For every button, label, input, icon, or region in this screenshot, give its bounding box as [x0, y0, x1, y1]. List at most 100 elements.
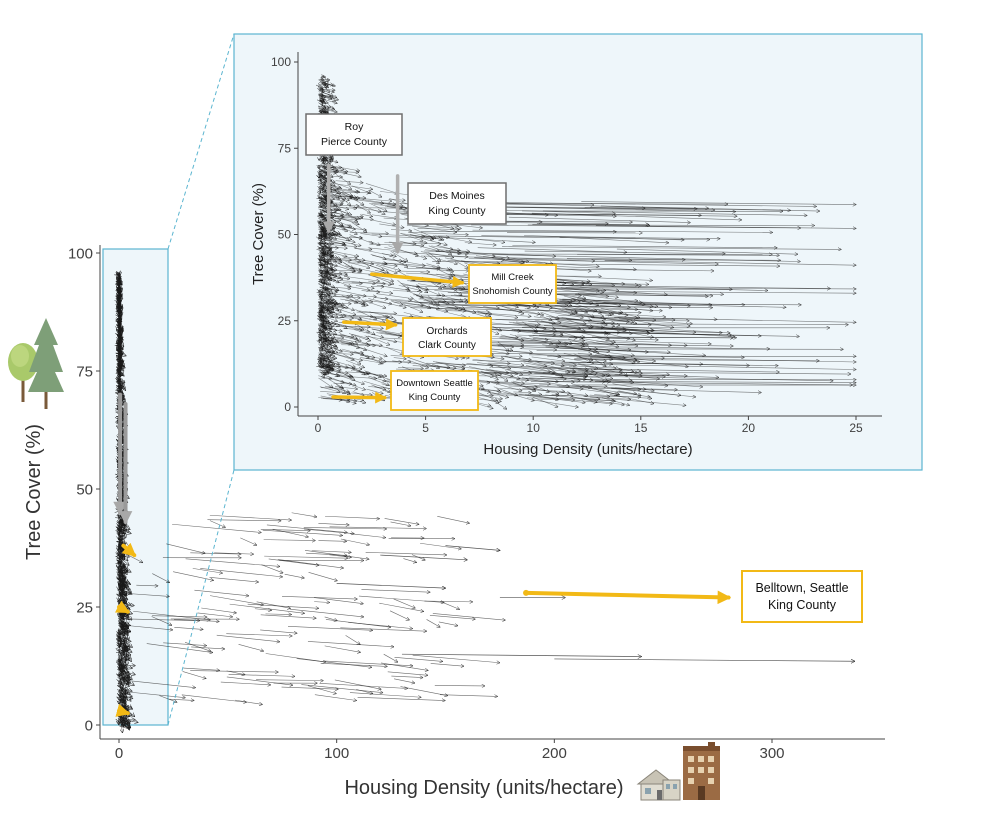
change-arrow: [220, 681, 271, 685]
change-arrow: [185, 558, 280, 567]
change-arrow: [121, 674, 122, 675]
change-arrow: [287, 625, 373, 630]
change-arrow: [394, 657, 442, 661]
change-arrow: [119, 556, 121, 557]
main-x-ticks: 0 100 200 300: [115, 739, 785, 762]
change-arrow: [121, 725, 124, 727]
change-arrow: [247, 603, 319, 608]
callout-orchards: Orchards Clark County: [402, 317, 492, 357]
change-arrow: [194, 589, 248, 596]
change-arrow: [169, 699, 194, 700]
y-tick-label: 75: [278, 141, 292, 155]
zoom-connector-top: [167, 33, 235, 250]
change-arrow: [329, 554, 351, 557]
y-tick-label: 50: [278, 228, 292, 242]
change-arrow: [420, 542, 461, 549]
main-x-axis-label: Housing Density (units/hectare): [344, 777, 623, 799]
change-arrow: [349, 692, 421, 698]
change-arrow: [119, 308, 120, 318]
change-arrow: [118, 323, 120, 330]
change-arrow: [323, 250, 346, 256]
change-arrow: [240, 537, 256, 545]
change-arrow: [318, 292, 330, 293]
highlight-arrow-mill-creek-snohomish: [121, 542, 137, 558]
callout-roy: Roy Pierce County: [305, 113, 403, 156]
change-arrow: [260, 529, 310, 530]
highlight-arrow-belltown-seattle-king: [524, 590, 732, 605]
change-arrow: [118, 632, 121, 633]
change-arrow: [146, 643, 213, 653]
y-tick-label: 0: [284, 400, 291, 414]
change-arrow: [318, 541, 346, 542]
highlight-arrow-orchards-clark: [114, 600, 131, 614]
change-arrow: [350, 533, 386, 538]
change-arrow: [119, 661, 121, 662]
callout-downtown-seattle-subtitle: King County: [409, 392, 461, 403]
change-arrow: [361, 589, 430, 592]
change-arrow: [123, 645, 127, 647]
change-arrow: [121, 612, 122, 621]
change-arrow: [125, 689, 132, 691]
change-arrow: [403, 558, 416, 563]
change-arrow: [192, 568, 223, 573]
change-arrow: [172, 523, 261, 532]
change-arrow: [254, 609, 272, 611]
change-arrow: [256, 601, 291, 609]
change-arrow: [318, 523, 349, 525]
change-arrow: [324, 645, 361, 652]
change-arrow: [136, 585, 158, 586]
change-arrow: [172, 571, 213, 581]
change-arrow: [437, 516, 469, 523]
change-arrow: [412, 654, 500, 663]
callout-des-moines-title: Des Moines: [429, 190, 484, 202]
callout-des-moines: Des Moines King County: [407, 182, 507, 225]
change-arrow: [314, 694, 357, 701]
change-arrow: [432, 613, 506, 620]
change-arrow: [340, 538, 369, 545]
change-arrow: [256, 680, 323, 681]
highlight-arrow-downtown-seattle-king: [115, 703, 131, 717]
change-arrow: [124, 681, 128, 683]
change-arrow: [118, 592, 121, 594]
change-arrow: [383, 653, 398, 662]
change-arrow: [393, 678, 415, 683]
change-arrow: [216, 634, 280, 642]
change-arrow: [118, 682, 130, 686]
change-arrow: [389, 610, 409, 620]
change-arrow: [334, 679, 381, 689]
change-arrow: [124, 719, 125, 723]
callout-belltown-title: Belltown, Seattle: [755, 581, 848, 595]
change-arrow: [308, 572, 338, 580]
change-arrow: [118, 287, 119, 290]
change-arrow: [120, 665, 124, 669]
change-arrow: [424, 601, 472, 602]
change-arrow: [307, 685, 336, 694]
change-arrow: [260, 614, 316, 618]
change-arrow: [365, 552, 447, 555]
callout-mill-creek: Mill Creek Snohomish County: [468, 264, 557, 304]
change-arrow: [123, 524, 128, 533]
change-arrow: [120, 374, 122, 375]
change-arrow: [277, 559, 344, 568]
y-tick-label: 25: [278, 314, 292, 328]
change-arrow: [119, 540, 121, 541]
trees-icon: [8, 318, 64, 409]
x-tick-label: 15: [634, 421, 648, 435]
inset-y-axis-label: Tree Cover (%): [250, 183, 267, 285]
x-tick-label: 20: [742, 421, 756, 435]
change-arrow: [304, 550, 369, 559]
change-arrow: [325, 515, 379, 518]
change-arrow: [190, 670, 278, 673]
change-arrow: [123, 624, 130, 626]
change-arrow: [264, 555, 348, 558]
change-arrow: [357, 696, 446, 700]
change-arrow: [152, 573, 169, 583]
change-arrow: [123, 651, 126, 657]
change-arrow: [128, 724, 130, 730]
change-arrow: [119, 534, 120, 535]
change-arrow: [311, 550, 351, 553]
change-arrow: [301, 684, 383, 693]
x-tick-label: 200: [542, 745, 567, 762]
x-tick-label: 0: [115, 745, 123, 762]
